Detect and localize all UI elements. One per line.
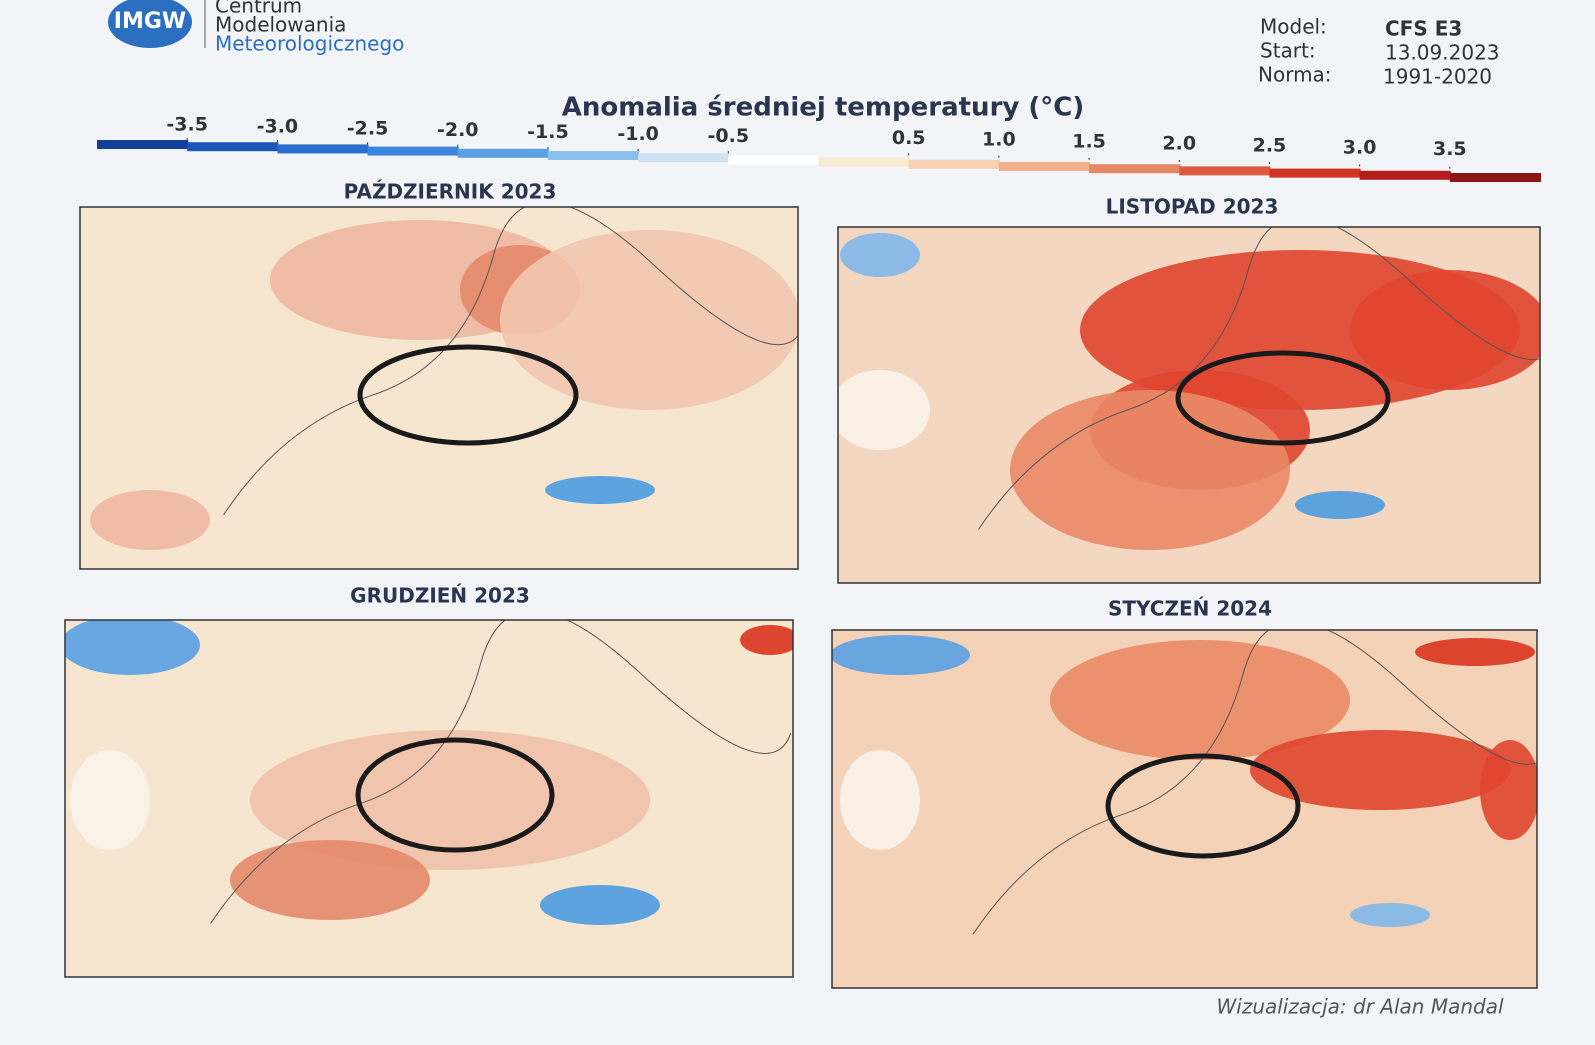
scale-tick-label: -0.5	[708, 125, 750, 147]
anomaly-area	[1480, 740, 1537, 840]
org-name: Centrum	[215, 0, 302, 18]
scale-segment	[638, 153, 730, 163]
scale-tick-label: 1.5	[1072, 131, 1106, 153]
scale-tick-label: -3.5	[166, 114, 208, 136]
anomaly-area	[70, 750, 150, 850]
map-frame	[64, 619, 794, 978]
anomaly-area	[1250, 730, 1510, 810]
meta-label: Norma:	[1258, 63, 1332, 87]
coastline	[972, 630, 1537, 935]
scale-segment	[908, 159, 1000, 169]
scale-segment	[547, 151, 640, 160]
anomaly-area	[1295, 491, 1385, 519]
scale-segment	[1089, 164, 1181, 174]
map	[832, 630, 1537, 988]
anomaly-area	[545, 476, 655, 504]
scale-tick-label: -1.5	[527, 121, 569, 143]
meta-value: 13.09.2023	[1385, 41, 1500, 65]
scale-segment	[998, 162, 1091, 171]
hand-drawn-circle	[357, 344, 579, 446]
map-title: GRUDZIEŃ 2023	[350, 584, 530, 608]
anomaly-area	[230, 840, 430, 920]
map-title: LISTOPAD 2023	[1106, 195, 1279, 219]
anomaly-area	[840, 750, 920, 850]
anomaly-area	[832, 635, 970, 675]
anomaly-area	[840, 233, 920, 277]
anomaly-area	[838, 370, 930, 450]
meta-label: Start:	[1260, 39, 1316, 63]
scale-segment	[97, 140, 189, 149]
meta-label: Model:	[1260, 15, 1327, 39]
scale-segment	[277, 144, 369, 154]
map-frame	[79, 206, 799, 570]
scale-segment	[728, 155, 820, 165]
scale-tick-label: 2.0	[1162, 133, 1196, 155]
hand-drawn-circle	[1105, 753, 1301, 859]
anomaly-area	[1010, 390, 1290, 550]
map-frame	[831, 629, 1538, 989]
scale-tick-label: 3.5	[1433, 138, 1467, 160]
coastline	[223, 207, 798, 515]
map-title: STYCZEŃ 2024	[1108, 597, 1272, 621]
scale-tick-label: -3.0	[257, 115, 299, 137]
scale-tick-label: -2.5	[347, 117, 389, 139]
org-name: Modelowania	[215, 13, 346, 37]
anomaly-area	[90, 490, 210, 550]
coastline	[210, 620, 792, 924]
scale-segment	[1359, 170, 1451, 180]
scale-segment	[818, 157, 910, 167]
scale-tick-label: -1.0	[617, 123, 659, 145]
anomaly-area	[540, 885, 660, 925]
title: Anomalia średniej temperatury (°C)	[562, 93, 1085, 123]
map-title: PAŹDZIERNIK 2023	[344, 180, 557, 204]
org-name: Meteorologicznego	[215, 32, 404, 56]
meta-value: CFS E3	[1385, 17, 1462, 41]
anomaly-area	[1415, 638, 1535, 666]
map	[65, 620, 793, 977]
scale-segment	[187, 142, 279, 152]
scale-segment	[367, 146, 459, 156]
anomaly-area	[740, 625, 793, 655]
hand-drawn-circle	[355, 737, 555, 853]
anomaly-area	[250, 730, 650, 870]
logo-text: IMGW	[114, 9, 186, 34]
scale-segment	[457, 148, 549, 158]
scale-segment	[1449, 173, 1541, 182]
meta-value: 1991-2020	[1383, 65, 1492, 89]
map	[838, 227, 1540, 583]
anomaly-area	[1350, 270, 1540, 390]
anomaly-area	[1350, 903, 1430, 927]
anomaly-area	[1050, 640, 1350, 760]
map	[80, 207, 798, 569]
coastline	[977, 227, 1540, 530]
hand-drawn-circle	[1175, 350, 1391, 446]
scale-tick-label: 2.5	[1253, 134, 1287, 156]
scale-tick-label: 0.5	[892, 127, 926, 149]
scale-tick-label: 1.0	[982, 129, 1016, 151]
logo-badge	[108, 0, 192, 48]
anomaly-area	[500, 230, 798, 410]
scale-segment	[1269, 168, 1361, 178]
anomaly-area	[65, 620, 200, 675]
scale-segment	[1179, 166, 1271, 176]
scale-tick-label: -2.0	[437, 119, 479, 141]
scale-tick-label: 3.0	[1343, 136, 1377, 158]
credit: Wizualizacja: dr Alan Mandal	[1216, 995, 1503, 1019]
map-frame	[837, 226, 1541, 584]
